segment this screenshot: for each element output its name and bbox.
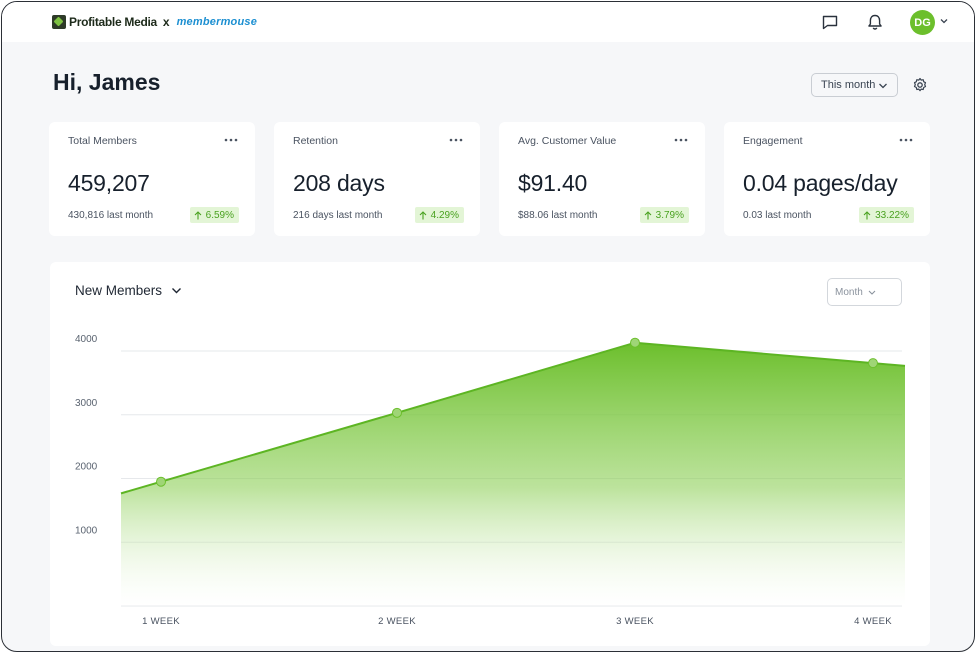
arrow-up-icon (419, 210, 427, 219)
more-options-icon[interactable] (449, 136, 463, 144)
chevron-down-icon (868, 290, 876, 295)
chart-range-value: Month (835, 286, 863, 298)
stat-value: $91.40 (518, 170, 588, 196)
settings-gear-icon[interactable] (912, 77, 928, 93)
stat-label: Retention (293, 135, 338, 147)
y-tick-label: 1000 (75, 525, 98, 536)
stat-change-value: 4.29% (430, 209, 459, 221)
period-select-value: This month (821, 79, 876, 91)
chart-range-select[interactable]: Month (827, 278, 902, 306)
stat-value: 0.04 pages/day (743, 170, 898, 196)
stat-card-engagement: Engagement 0.04 pages/day 0.03 last mont… (724, 122, 930, 236)
stat-label: Total Members (68, 135, 137, 147)
data-point (392, 407, 402, 418)
stat-change-value: 3.79% (655, 209, 684, 221)
brand-primary-name: Profitable Media (69, 15, 157, 29)
arrow-up-icon (194, 210, 202, 219)
chart-title: New Members (75, 283, 163, 298)
stat-change-badge: 4.29% (414, 207, 464, 223)
brand-logo[interactable]: Profitable Media x membermouse (52, 14, 257, 30)
top-bar: Profitable Media x membermouse DG (2, 2, 974, 42)
stat-change-value: 6.59% (205, 209, 234, 221)
chevron-down-icon (879, 83, 887, 89)
stat-card-avg-customer-value: Avg. Customer Value $91.40 $88.06 last m… (499, 122, 705, 236)
stat-previous: 0.03 last month (743, 210, 812, 221)
chevron-down-icon[interactable] (939, 16, 949, 26)
user-avatar[interactable]: DG (910, 10, 935, 35)
x-tick-label: 4 WEEK (854, 616, 892, 627)
stat-change-badge: 3.79% (639, 207, 689, 223)
data-point (630, 337, 640, 348)
stat-previous: $88.06 last month (518, 210, 598, 221)
x-tick-label: 3 WEEK (616, 616, 654, 627)
stat-change-badge: 33.22% (859, 207, 914, 223)
data-point (868, 358, 878, 369)
stat-label: Avg. Customer Value (518, 135, 617, 147)
stat-value: 459,207 (68, 170, 150, 196)
stat-change-badge: 6.59% (189, 207, 239, 223)
x-tick-label: 1 WEEK (142, 616, 180, 627)
profitable-media-logo-icon (52, 15, 66, 29)
chart-metric-select[interactable]: New Members (75, 283, 182, 298)
new-members-area (121, 342, 905, 606)
chevron-down-icon (172, 287, 182, 293)
arrow-up-icon (644, 210, 652, 219)
period-select[interactable]: This month (811, 73, 898, 97)
data-point (156, 476, 166, 487)
x-tick-label: 2 WEEK (378, 616, 416, 627)
more-options-icon[interactable] (224, 136, 238, 144)
more-options-icon[interactable] (899, 136, 913, 144)
stat-card-retention: Retention 208 days 216 days last month 4… (274, 122, 480, 236)
more-options-icon[interactable] (674, 136, 688, 144)
stat-card-total-members: Total Members 459,207 430,816 last month… (49, 122, 255, 236)
page-greeting: Hi, James (53, 69, 161, 95)
new-members-area-chart: 1000 2000 3000 4000 1 WEEK 2 WEEK 3 WEEK 4 WEEK (75, 334, 906, 627)
y-tick-label: 4000 (75, 334, 98, 345)
y-tick-label: 2000 (75, 462, 98, 473)
stat-label: Engagement (743, 135, 803, 147)
stat-change-value: 33.22% (875, 209, 909, 221)
arrow-up-icon (863, 210, 871, 219)
brand-separator: x (162, 15, 170, 29)
stat-value: 208 days (293, 170, 385, 196)
new-members-line (120, 341, 906, 495)
new-members-chart-panel: 1000 2000 3000 4000 1 WEEK 2 WEEK 3 WEEK 4 WEEK… (50, 262, 930, 646)
messages-icon[interactable] (821, 13, 839, 31)
brand-partner-name: membermouse (176, 16, 258, 28)
notifications-bell-icon[interactable] (866, 13, 884, 31)
y-tick-label: 3000 (75, 398, 98, 409)
stat-previous: 216 days last month (293, 210, 383, 221)
stat-previous: 430,816 last month (68, 210, 154, 221)
